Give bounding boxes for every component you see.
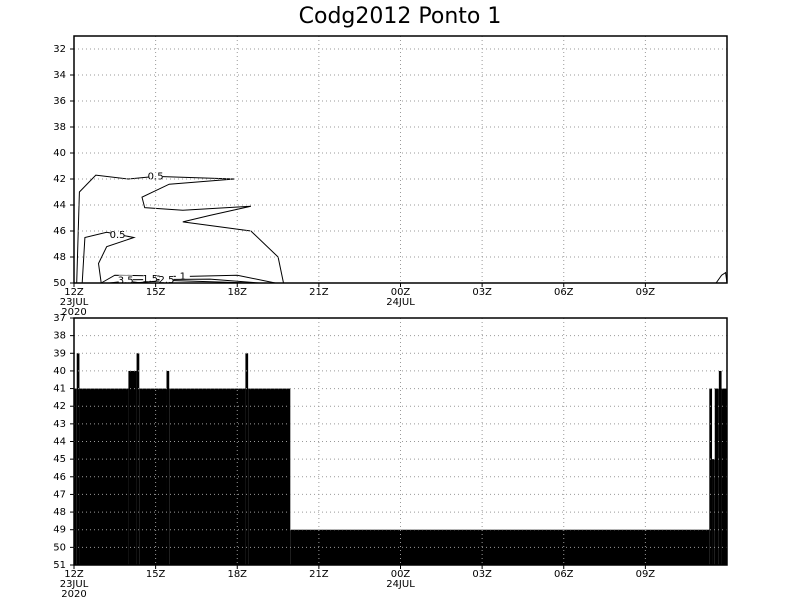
y-tick-label: 46 <box>53 226 66 237</box>
bar <box>718 370 722 565</box>
date-label: 24JUL <box>386 579 415 590</box>
y-tick-label: 41 <box>53 384 66 395</box>
y-tick-label: 37 <box>53 313 66 324</box>
y-tick-label: 49 <box>53 525 66 536</box>
x-tick-label: 15Z <box>146 287 166 298</box>
chart-title: Codg2012 Ponto 1 <box>299 4 502 29</box>
contour-label-bg <box>143 274 158 285</box>
y-tick-label: 44 <box>53 200 66 211</box>
y-tick-label: 40 <box>53 366 66 377</box>
contour-line <box>715 271 728 284</box>
bar <box>721 388 727 565</box>
contour-line <box>76 174 284 284</box>
y-tick-label: 43 <box>53 419 66 430</box>
date-label: 23JUL <box>60 579 89 590</box>
date-label: 23JUL <box>60 297 89 308</box>
x-tick-label: 03Z <box>472 287 492 298</box>
contour-label-bg <box>159 274 174 285</box>
bar <box>248 388 291 565</box>
bar <box>714 388 719 565</box>
bar <box>169 388 246 565</box>
y-tick-label: 50 <box>53 542 66 553</box>
y-tick-label: 36 <box>53 96 66 107</box>
x-tick-label: 12Z <box>64 569 84 580</box>
x-tick-label: 18Z <box>227 287 247 298</box>
y-tick-label: 32 <box>53 44 66 55</box>
x-tick-label: 09Z <box>636 287 656 298</box>
y-tick-label: 40 <box>53 148 66 159</box>
y-tick-label: 38 <box>53 122 66 133</box>
x-tick-label: 06Z <box>554 569 574 580</box>
x-tick-label: 12Z <box>64 287 84 298</box>
y-tick-label: 51 <box>53 560 66 571</box>
y-tick-label: 48 <box>53 252 66 263</box>
y-tick-label: 44 <box>53 437 66 448</box>
bar <box>712 459 715 565</box>
y-tick-label: 42 <box>53 174 66 185</box>
bar <box>74 388 77 565</box>
y-tick-label: 42 <box>53 401 66 412</box>
contour-label: 0.5 <box>110 230 126 241</box>
y-tick-label: 48 <box>53 507 66 518</box>
contour-label: 3.5 <box>118 275 134 286</box>
y-tick-label: 46 <box>53 472 66 483</box>
contour-label: 1.5 <box>142 274 158 285</box>
contour-label-bg <box>110 229 125 240</box>
x-tick-label: 18Z <box>227 569 247 580</box>
x-tick-label: 00Z <box>391 569 411 580</box>
y-tick-label: 45 <box>53 454 66 465</box>
y-tick-label: 47 <box>53 489 66 500</box>
date-label: 2020 <box>61 589 86 600</box>
bar <box>79 388 129 565</box>
y-tick-label: 34 <box>53 70 66 81</box>
bar <box>139 388 167 565</box>
contour-label-bg <box>175 271 190 282</box>
date-label: 24JUL <box>386 297 415 308</box>
contour-line <box>81 231 136 284</box>
bar <box>166 370 170 565</box>
contour-label: 2.5 <box>159 275 175 286</box>
y-tick-label: 50 <box>53 278 66 289</box>
bar <box>136 353 140 565</box>
x-tick-label: 06Z <box>554 287 574 298</box>
bar <box>290 529 710 565</box>
x-tick-label: 21Z <box>309 569 329 580</box>
y-tick-label: 38 <box>53 331 66 342</box>
contour-label-bg <box>118 275 133 286</box>
x-tick-label: 00Z <box>391 287 411 298</box>
x-tick-label: 15Z <box>146 569 166 580</box>
x-tick-label: 21Z <box>309 287 329 298</box>
y-tick-label: 39 <box>53 348 66 359</box>
date-label: 2020 <box>61 307 86 318</box>
plot-frame <box>73 35 728 284</box>
contour-label: 1 <box>180 272 186 283</box>
bar <box>128 370 137 565</box>
plot-frame <box>73 317 728 566</box>
x-tick-label: 09Z <box>636 569 656 580</box>
x-tick-label: 03Z <box>472 569 492 580</box>
